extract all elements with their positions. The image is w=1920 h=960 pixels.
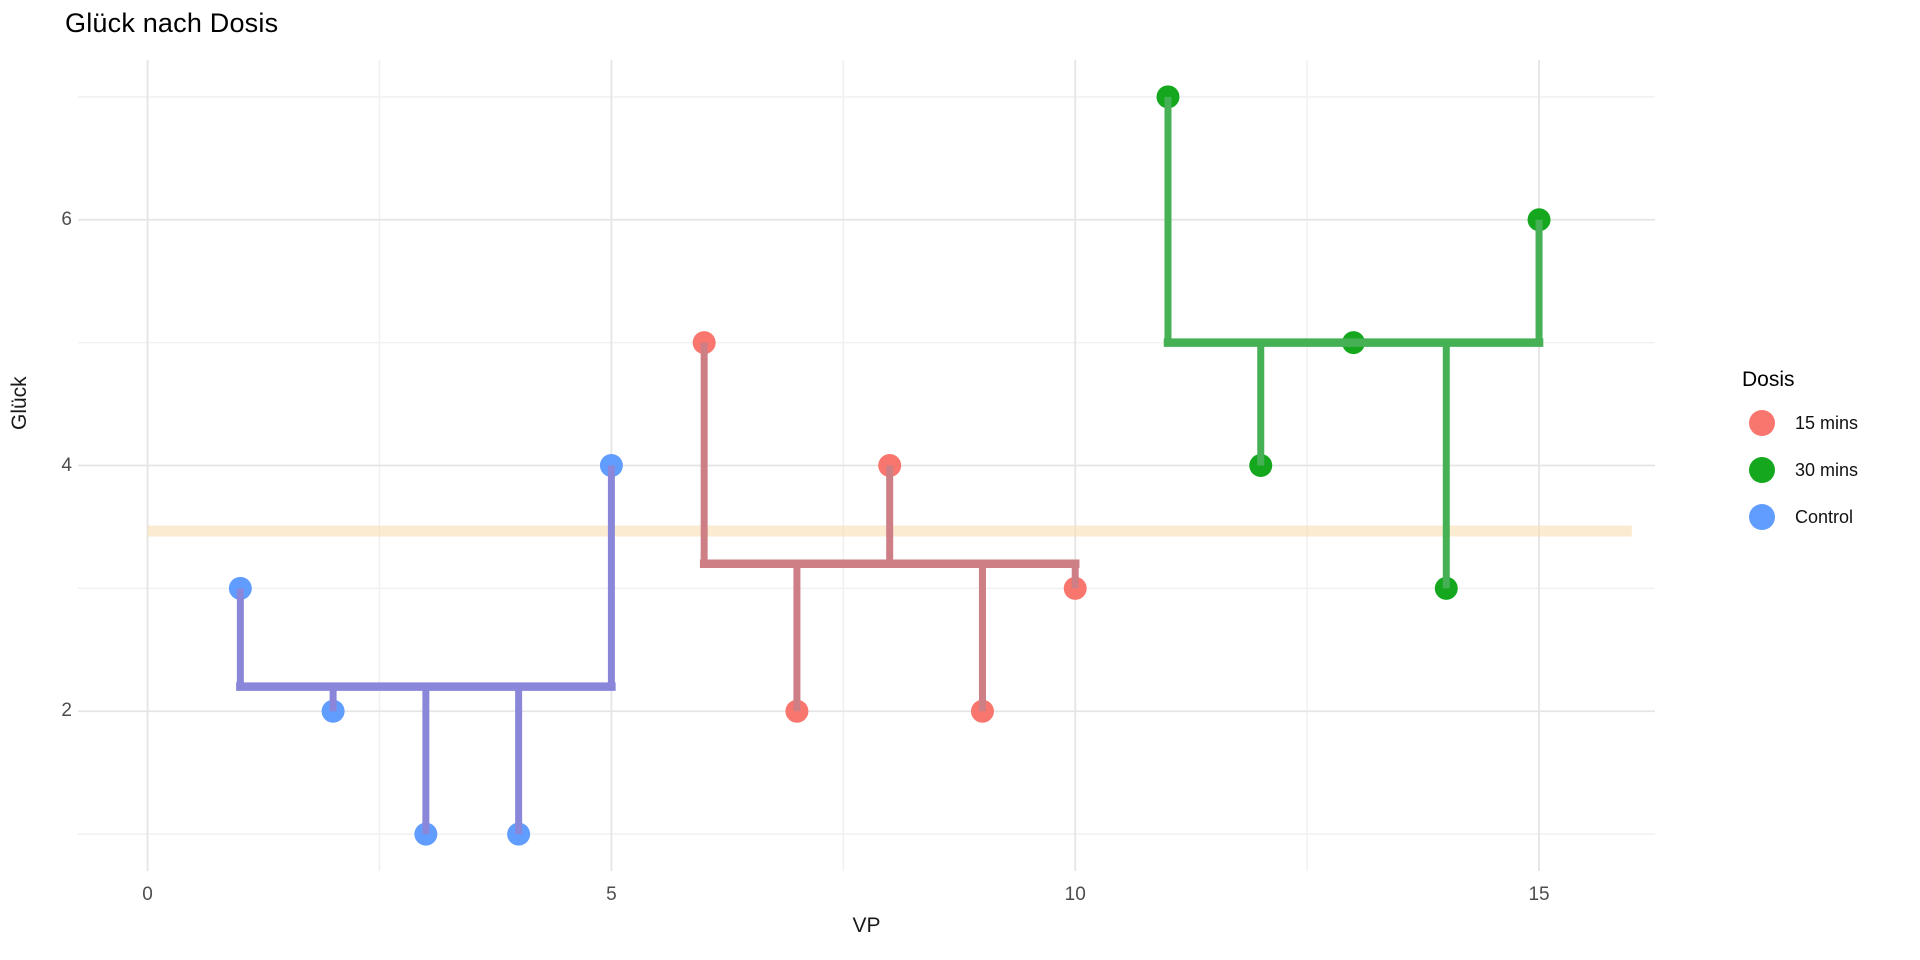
x-tick-label-5: 5: [606, 884, 617, 905]
y-tick-label-4: 4: [61, 454, 72, 476]
x-tick-label-15: 15: [1528, 884, 1550, 905]
legend-label-30-mins: 30 mins: [1795, 459, 1859, 480]
x-tick-label-10: 10: [1064, 884, 1086, 905]
x-axis-title: VP: [852, 914, 881, 937]
legend-dot-30-mins-icon: [1749, 457, 1775, 483]
y-tick-label-2: 2: [61, 700, 72, 722]
legend-item-control: Control: [1740, 502, 1858, 532]
x-tick-label-0: 0: [142, 884, 153, 905]
y-axis-title: Glück: [8, 376, 31, 430]
chart-title: Glück nach Dosis: [65, 8, 279, 38]
y-tick-label-6: 6: [61, 208, 72, 230]
legend-item-30-mins: 30 mins: [1740, 455, 1858, 485]
legend-item-15-mins: 15 mins: [1740, 408, 1858, 438]
legend-dot-15-mins-icon: [1749, 410, 1775, 436]
legend-label-control: Control: [1795, 506, 1854, 527]
legend-label-15-mins: 15 mins: [1795, 412, 1859, 433]
legend-dot-control-icon: [1749, 504, 1775, 530]
legend-title: Dosis: [1742, 368, 1795, 391]
legend: Dosis 15 mins 30 mins Control: [1740, 368, 1858, 549]
